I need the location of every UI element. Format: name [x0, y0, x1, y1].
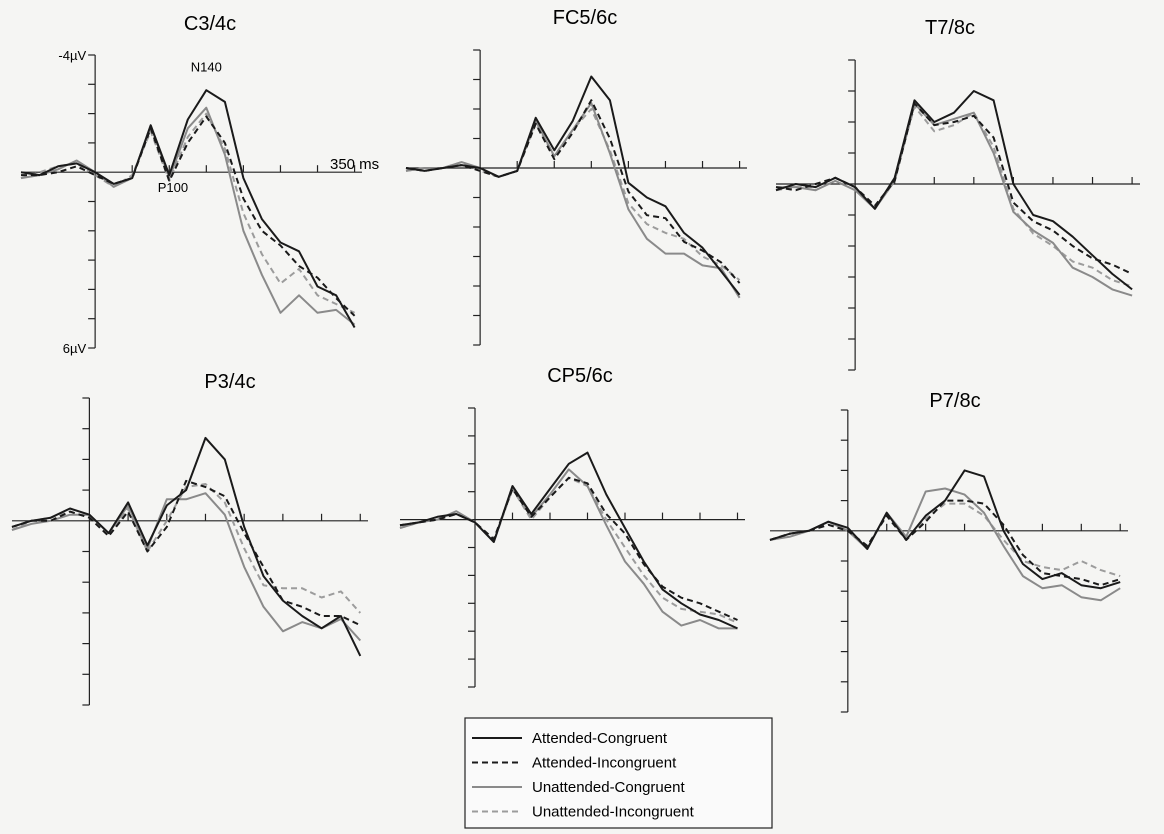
series-line — [769, 469, 1121, 590]
series-line — [405, 102, 741, 299]
panel-title: CP5/6c — [547, 365, 613, 387]
series-line — [405, 75, 741, 296]
series-line — [775, 90, 1133, 291]
series-line — [21, 115, 356, 317]
series-line — [20, 89, 356, 328]
series-line — [405, 108, 741, 281]
panel-title: FC5/6c — [553, 7, 617, 29]
x-tick-label: 350 ms — [330, 156, 379, 173]
series-line — [769, 499, 1121, 587]
legend-label: Unattended-Congruent — [532, 779, 685, 796]
series-line — [11, 492, 362, 642]
legend-label: Attended-Incongruent — [532, 755, 677, 772]
y-tick-label: 6µV — [63, 341, 87, 356]
series-line — [11, 479, 361, 627]
panel-title: T7/8c — [925, 17, 975, 39]
series-line — [405, 99, 741, 284]
y-tick-label: -4µV — [58, 48, 86, 63]
series-line — [399, 476, 738, 621]
panel-title: P3/4c — [204, 371, 255, 393]
annotation: N140 — [191, 60, 222, 75]
series-line — [399, 451, 738, 630]
annotation: P100 — [158, 180, 188, 195]
series-line — [20, 112, 356, 314]
series-line — [20, 106, 356, 326]
series-line — [399, 468, 738, 630]
legend-box — [464, 717, 773, 829]
legend-label: Attended-Congruent — [532, 730, 668, 747]
panel-title: C3/4c — [184, 13, 236, 35]
series-line — [776, 102, 1133, 297]
series-line — [11, 436, 362, 657]
panel-title: P7/8c — [929, 390, 980, 412]
legend-label: Unattended-Incongruent — [532, 804, 695, 821]
